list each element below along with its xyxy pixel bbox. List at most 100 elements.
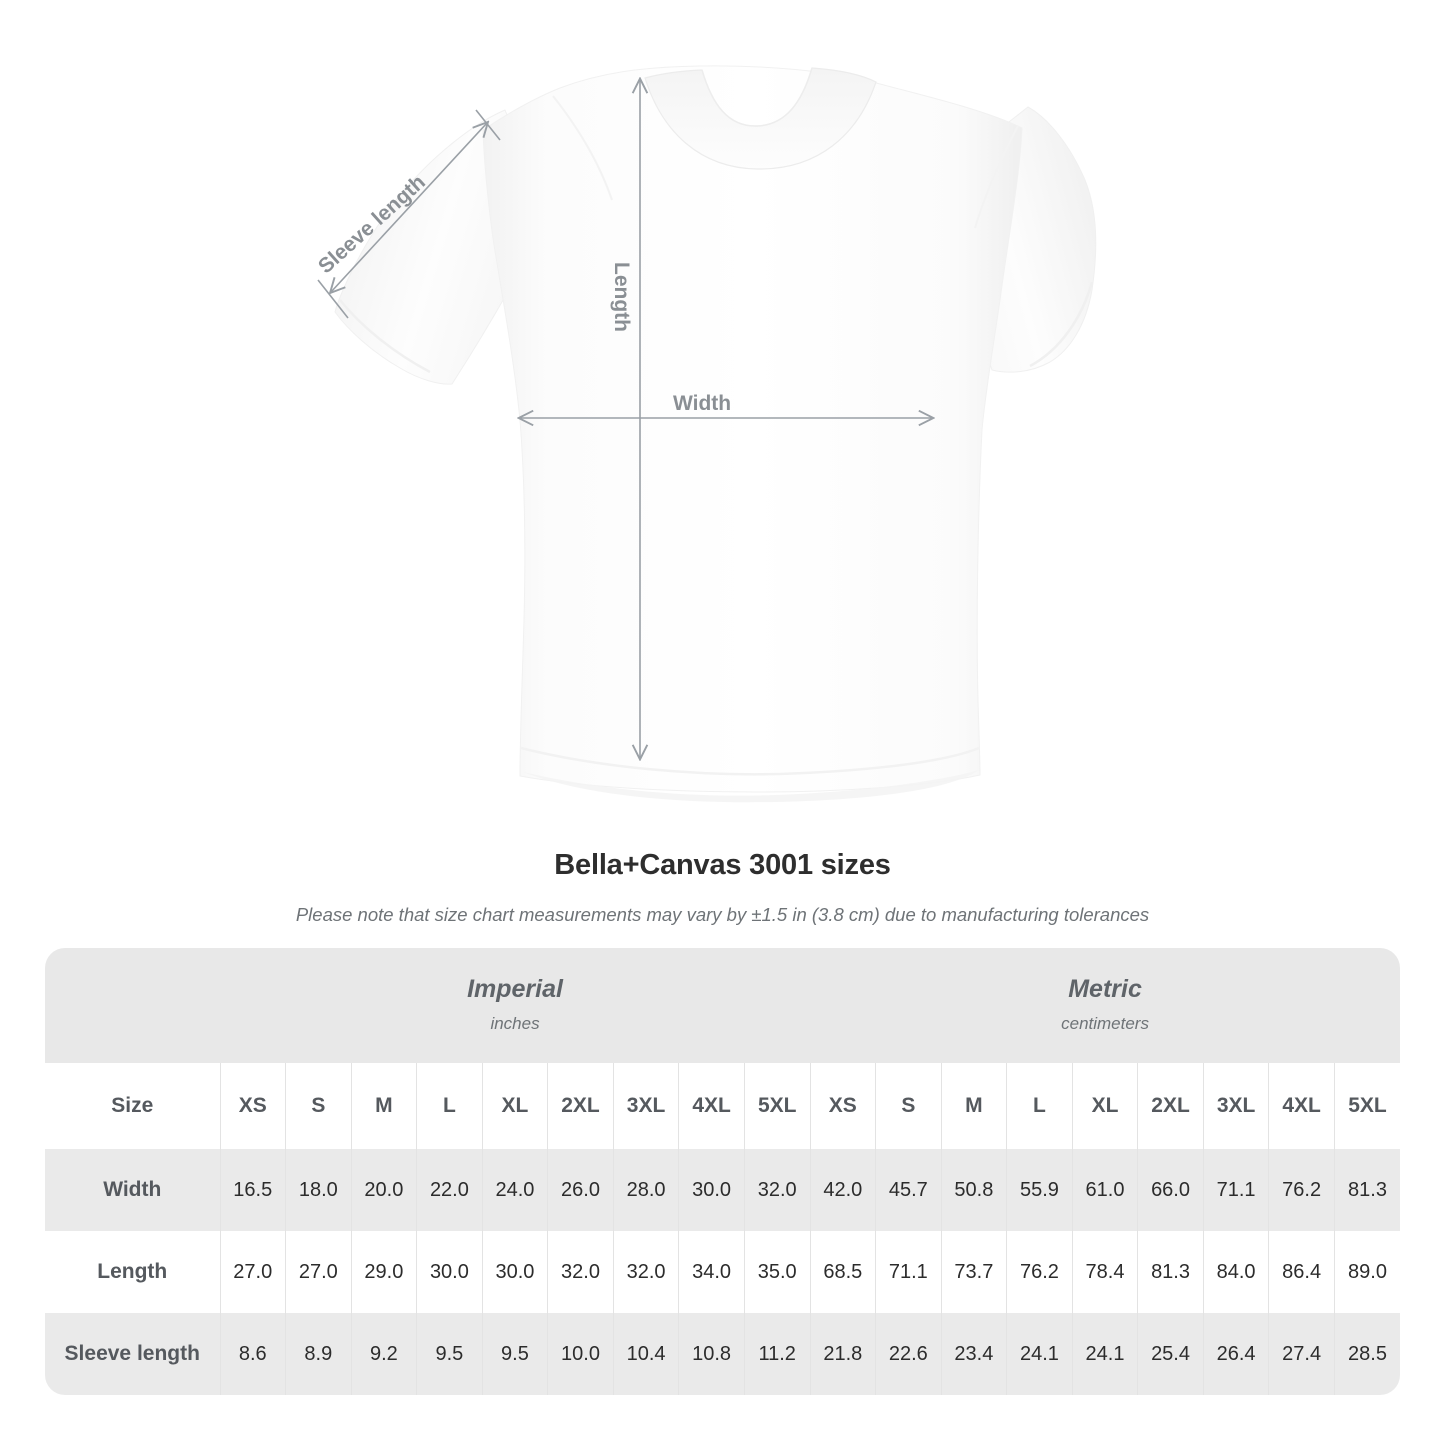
size-header-cell: XS xyxy=(809,1063,876,1149)
measurement-value: 11.2 xyxy=(743,1313,811,1395)
size-header-cell: M xyxy=(350,1063,417,1149)
measurement-value: 27.4 xyxy=(1268,1313,1335,1395)
measurement-value: 8.9 xyxy=(285,1313,352,1395)
size-header-cell: 3XL xyxy=(1202,1063,1269,1149)
measurement-value: 32.0 xyxy=(547,1231,614,1313)
neckline-inner xyxy=(701,67,813,127)
measurement-value: 18.0 xyxy=(285,1149,352,1231)
measurement-value: 45.7 xyxy=(875,1149,942,1231)
measurement-value: 26.4 xyxy=(1202,1313,1269,1395)
measurement-value: 34.0 xyxy=(678,1231,745,1313)
unit-group-subtitle: inches xyxy=(490,1013,540,1033)
measurement-value: 29.0 xyxy=(350,1231,417,1313)
measurement-value: 30.0 xyxy=(481,1231,548,1313)
size-header-cell: 5XL xyxy=(1333,1063,1401,1149)
measurement-value: 22.0 xyxy=(416,1149,483,1231)
tshirt-measurement-diagram: Width Length Sleeve length xyxy=(313,65,1097,803)
measurement-value: 28.0 xyxy=(612,1149,679,1231)
measurement-value: 8.6 xyxy=(219,1313,286,1395)
measurement-value: 76.2 xyxy=(1006,1231,1073,1313)
right-sleeve-hem xyxy=(1029,281,1094,368)
size-header-label: Size xyxy=(45,1063,220,1149)
measurement-value: 25.4 xyxy=(1137,1313,1204,1395)
measurement-value: 28.5 xyxy=(1333,1313,1401,1395)
size-header-cell: 3XL xyxy=(612,1063,679,1149)
left-shoulder-seam xyxy=(552,95,613,201)
unit-group-metric: Metric centimeters xyxy=(810,948,1401,1063)
size-header-cell: L xyxy=(1006,1063,1073,1149)
page-title: Bella+Canvas 3001 sizes xyxy=(554,849,891,881)
measurement-value: 68.5 xyxy=(809,1231,876,1313)
unit-header-spacer xyxy=(45,948,220,1063)
measurement-label: Width xyxy=(45,1149,220,1231)
measurement-value: 35.0 xyxy=(743,1231,811,1313)
measurement-value: 10.0 xyxy=(547,1313,614,1395)
size-header-cell: 4XL xyxy=(1268,1063,1335,1149)
measurement-value: 84.0 xyxy=(1202,1231,1269,1313)
table-row: Width 16.5 18.0 20.0 22.0 24.0 26.0 28.0 30.0 32.… xyxy=(45,1149,1401,1231)
size-header-cell: XS xyxy=(219,1063,286,1149)
unit-group-header-row: Imperial inches Metric centimeters xyxy=(45,948,1401,1063)
right-shoulder-seam xyxy=(974,125,1019,229)
measurement-value: 42.0 xyxy=(809,1149,876,1231)
measurement-value: 89.0 xyxy=(1333,1231,1401,1313)
bottom-hem xyxy=(520,746,980,776)
size-header-cell: 2XL xyxy=(547,1063,614,1149)
size-header-cell: S xyxy=(285,1063,352,1149)
unit-group-subtitle: centimeters xyxy=(1061,1013,1149,1033)
measurement-value: 22.6 xyxy=(875,1313,942,1395)
size-header-cell: L xyxy=(416,1063,483,1149)
measurement-value: 78.4 xyxy=(1071,1231,1138,1313)
measurement-value: 10.4 xyxy=(612,1313,679,1395)
size-header-row: Size XS S M L XL 2XL 3XL 4XL 5XL XS S M L XL 2XL 3XL 4XL 5… xyxy=(45,1063,1401,1149)
table-row: Sleeve length 8.6 8.9 9.2 9.5 9.5 10.0 10.4 10.8… xyxy=(45,1313,1401,1395)
measurement-value: 30.0 xyxy=(678,1149,745,1231)
measurement-value: 9.2 xyxy=(350,1313,417,1395)
measurement-value: 9.5 xyxy=(416,1313,483,1395)
measurement-value: 61.0 xyxy=(1071,1149,1138,1231)
hem-shadow xyxy=(523,770,979,803)
measurement-value: 23.4 xyxy=(940,1313,1007,1395)
measurement-value: 27.0 xyxy=(219,1231,286,1313)
measurement-value: 16.5 xyxy=(219,1149,286,1231)
unit-group-imperial: Imperial inches xyxy=(220,948,811,1063)
measurement-value: 27.0 xyxy=(285,1231,352,1313)
measurement-value: 73.7 xyxy=(940,1231,1007,1313)
shirt-body xyxy=(482,65,1023,793)
measurement-label: Length xyxy=(45,1231,220,1313)
table-row: Length 27.0 27.0 29.0 30.0 30.0 32.0 32.0 34.0 35… xyxy=(45,1231,1401,1313)
width-label: Width xyxy=(673,392,732,415)
measurement-value: 24.1 xyxy=(1071,1313,1138,1395)
measurement-value: 50.8 xyxy=(940,1149,1007,1231)
measurement-value: 24.1 xyxy=(1006,1313,1073,1395)
measurement-value: 26.0 xyxy=(547,1149,614,1231)
measurement-value: 71.1 xyxy=(1202,1149,1269,1231)
measurement-label: Sleeve length xyxy=(45,1313,220,1395)
chart-caption: Bella+Canvas 3001 sizes Please note that… xyxy=(0,845,1445,927)
unit-group-name: Metric xyxy=(1068,974,1142,1003)
measurement-value: 86.4 xyxy=(1268,1231,1335,1313)
measurement-value: 24.0 xyxy=(481,1149,548,1231)
measurement-value: 32.0 xyxy=(743,1149,811,1231)
measurement-value: 32.0 xyxy=(612,1231,679,1313)
size-header-cell: M xyxy=(940,1063,1007,1149)
measurement-value: 20.0 xyxy=(350,1149,417,1231)
measurement-value: 81.3 xyxy=(1137,1231,1204,1313)
tolerance-note: Please note that size chart measurements… xyxy=(295,904,1150,925)
unit-group-name: Imperial xyxy=(467,974,563,1003)
size-header-cell: 2XL xyxy=(1137,1063,1204,1149)
measurement-value: 9.5 xyxy=(481,1313,548,1395)
size-chart-table-wrapper: Imperial inches Metric centimeters Size XS S M L… xyxy=(45,948,1401,1395)
length-label: Length xyxy=(610,262,633,332)
measurement-value: 71.1 xyxy=(875,1231,942,1313)
size-header-cell: S xyxy=(875,1063,942,1149)
garment-shape xyxy=(334,65,1097,803)
measurement-value: 66.0 xyxy=(1137,1149,1204,1231)
measurement-value: 30.0 xyxy=(416,1231,483,1313)
sleeve-tick-bottom xyxy=(317,279,349,319)
size-header-cell: XL xyxy=(481,1063,548,1149)
sleeve-length-arrow xyxy=(331,123,487,292)
left-sleeve-hem xyxy=(339,299,431,374)
size-chart-table: Imperial inches Metric centimeters Size XS S M L… xyxy=(45,948,1401,1395)
size-header-cell: 4XL xyxy=(678,1063,745,1149)
